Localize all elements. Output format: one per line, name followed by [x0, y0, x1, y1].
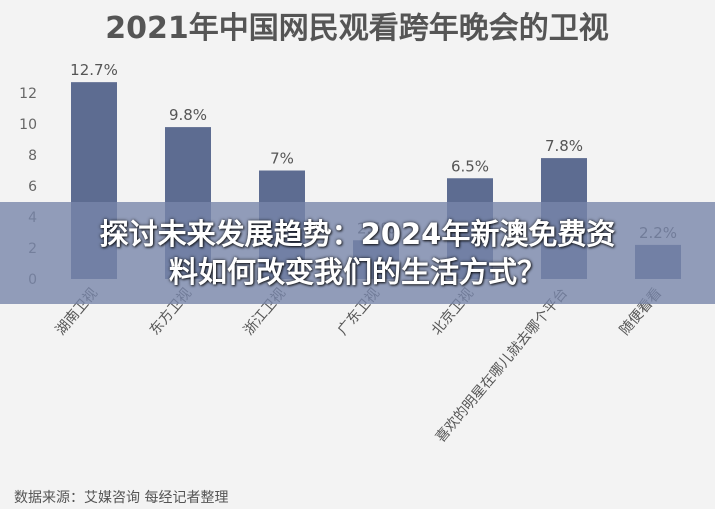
chart-title: 2021年中国网民观看跨年晚会的卫视: [105, 11, 609, 46]
y-tick-label: 10: [19, 117, 37, 133]
y-tick-label: 6: [28, 179, 37, 195]
overlay-banner: 探讨未来发展趋势：2024年新澳免费资 料如何改变我们的生活方式？: [0, 202, 715, 304]
overlay-line-2: 料如何改变我们的生活方式？: [168, 255, 546, 289]
overlay-line-1: 探讨未来发展趋势：2024年新澳免费资: [99, 217, 616, 251]
value-label: 12.7%: [70, 61, 118, 79]
y-tick-label: 12: [19, 86, 37, 102]
value-label: 9.8%: [169, 106, 207, 124]
value-label: 7.8%: [545, 137, 583, 155]
value-label: 6.5%: [451, 157, 489, 175]
value-label: 7%: [270, 150, 294, 168]
source-note: 数据来源：艾媒咨询 每经记者整理: [14, 490, 228, 506]
y-tick-label: 8: [28, 148, 37, 164]
